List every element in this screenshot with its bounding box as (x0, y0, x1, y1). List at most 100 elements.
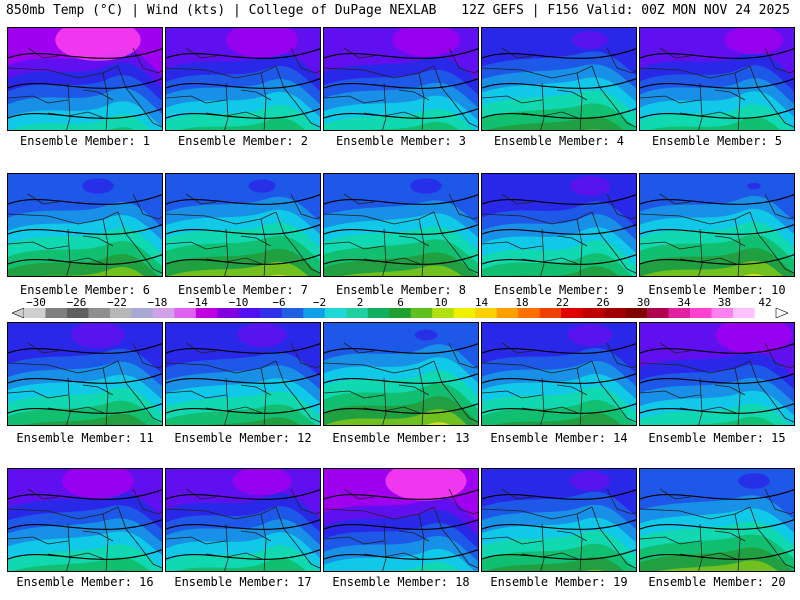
colorbar-tick-label: 34 (677, 296, 691, 309)
colorbar-swatch (260, 308, 283, 318)
member-label: Ensemble Member: 20 (648, 575, 786, 589)
height-contour (8, 254, 162, 265)
geo-boundary (290, 47, 320, 74)
height-contour (8, 78, 162, 89)
member-label: Ensemble Member: 15 (648, 431, 786, 445)
temperature-band (586, 569, 604, 571)
member-label: Ensemble Member: 5 (651, 134, 783, 148)
temperature-band (209, 417, 300, 425)
geo-boundary (343, 342, 375, 354)
member-map (323, 322, 479, 426)
height-contour (640, 224, 794, 235)
height-contour (8, 48, 162, 59)
height-contour (8, 373, 162, 384)
height-contour (482, 194, 636, 205)
temperature-field (324, 174, 478, 276)
cold-core (232, 469, 292, 496)
geo-boundary (66, 82, 71, 130)
cold-core (715, 323, 793, 354)
colorbar-swatch (367, 308, 390, 318)
colorbar-swatch (582, 308, 605, 318)
colorbar-tick-label: 6 (397, 296, 404, 309)
height-contour (8, 519, 162, 530)
colorbar-swatch (24, 308, 46, 318)
member-label: Ensemble Member: 18 (332, 575, 470, 589)
geo-boundary (556, 384, 588, 396)
colorbar-swatch (174, 308, 197, 318)
colorbar-max-arrow (775, 308, 788, 318)
geo-boundary (117, 506, 162, 569)
colorbar-tick-label: −18 (147, 296, 168, 309)
height-contour (166, 489, 320, 500)
geo-boundary (501, 342, 533, 354)
geo-boundary (433, 211, 478, 274)
geo-boundary (27, 193, 59, 205)
member-label: Ensemble Member: 7 (177, 283, 309, 297)
cold-core (747, 182, 761, 190)
geo-boundary (117, 360, 162, 423)
geo-boundary (606, 47, 636, 74)
colorbar-swatch (324, 308, 347, 318)
height-contour (324, 224, 478, 235)
geo-boundary (398, 235, 430, 247)
colorbar-swatch (131, 308, 154, 318)
height-contour (324, 403, 478, 414)
geo-boundary (166, 241, 227, 250)
temperature-band (176, 558, 307, 571)
height-contour (8, 489, 162, 500)
colorbar-swatch (604, 308, 626, 318)
geo-boundary (640, 95, 701, 104)
geo-boundary (132, 193, 162, 220)
height-contour (640, 194, 794, 205)
geo-boundary (102, 513, 109, 571)
geo-boundary (102, 218, 109, 276)
temperature-band (113, 570, 126, 571)
temperature-field (8, 323, 162, 425)
geo-boundary (324, 211, 435, 225)
colorbar-tick-label: −22 (107, 296, 127, 309)
geo-boundary (275, 506, 320, 569)
geo-boundary (482, 95, 543, 104)
height-contour (324, 48, 478, 59)
geo-boundary (117, 65, 162, 128)
cold-core (724, 28, 784, 55)
height-contour (8, 343, 162, 354)
geo-boundary (714, 235, 746, 247)
temperature-field (166, 28, 320, 130)
geo-boundary (764, 342, 794, 369)
geo-boundary (343, 193, 375, 205)
geo-boundary (290, 488, 320, 515)
geo-boundary (433, 360, 478, 423)
colorbar-min-arrow (12, 308, 25, 318)
height-contour (482, 48, 636, 59)
member-label: Ensemble Member: 11 (16, 431, 154, 445)
height-contour (640, 48, 794, 59)
geo-boundary (591, 211, 636, 274)
geo-boundary (185, 193, 217, 205)
cold-core (410, 178, 442, 194)
member-map (165, 173, 321, 277)
geo-boundary (749, 65, 794, 128)
geo-boundary (640, 65, 751, 79)
geo-boundary (166, 506, 277, 520)
geo-boundary (482, 390, 543, 399)
geo-boundary (556, 530, 588, 542)
geo-boundary (224, 82, 229, 130)
geo-boundary (260, 513, 267, 571)
temperature-band (640, 130, 795, 131)
height-contour (482, 403, 636, 414)
geo-boundary (260, 72, 267, 130)
height-contour (324, 194, 478, 205)
member-map (639, 27, 795, 131)
member-map (323, 27, 479, 131)
colorbar-swatch (88, 308, 111, 318)
geo-boundary (82, 89, 114, 101)
height-contour (166, 403, 320, 414)
geo-boundary (275, 360, 320, 423)
geo-boundary (82, 530, 114, 542)
geo-boundary (82, 235, 114, 247)
geo-boundary (102, 72, 109, 130)
geo-boundary (659, 193, 691, 205)
height-contour (324, 108, 478, 119)
member-map (323, 468, 479, 572)
